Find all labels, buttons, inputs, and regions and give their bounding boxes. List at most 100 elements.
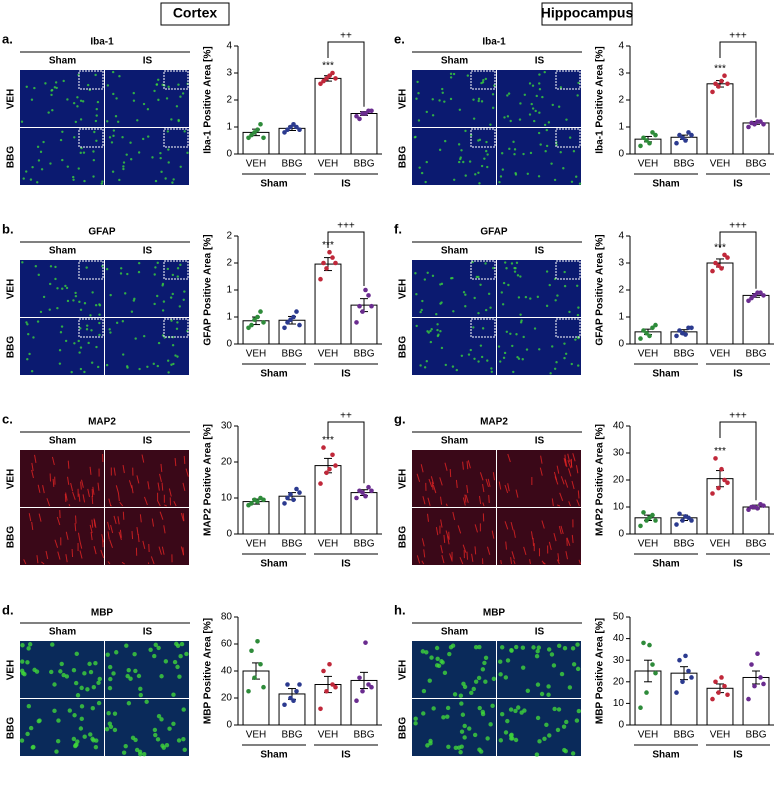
stain-speck (562, 167, 565, 170)
data-point (650, 130, 655, 135)
stain-speck (505, 267, 508, 270)
stain-speck (460, 712, 466, 717)
stain-speck (498, 738, 504, 743)
data-point (674, 522, 679, 527)
data-point (291, 314, 296, 320)
stain-speck (175, 327, 179, 330)
stain-speck (27, 332, 30, 336)
stain-speck (152, 727, 158, 733)
inset-box (163, 70, 189, 90)
stain-speck (555, 361, 558, 364)
inset-box (555, 70, 581, 90)
y-tick-label: 0 (618, 529, 624, 540)
x-tick-label: VEH (710, 159, 731, 170)
stain-speck (79, 346, 83, 349)
stain-speck (79, 367, 83, 371)
x-tick-label: VEH (246, 349, 267, 360)
data-point (650, 662, 655, 667)
stain-speck (108, 724, 114, 729)
y-tick-label: 0 (618, 149, 624, 160)
data-point (354, 698, 359, 703)
stain-fiber (467, 460, 471, 469)
data-point (291, 698, 296, 703)
stain-speck (519, 102, 522, 105)
data-point (722, 73, 727, 78)
data-point (725, 692, 730, 698)
stain-speck (39, 150, 43, 154)
data-point (725, 81, 730, 87)
stain-speck (176, 321, 179, 324)
stain-fiber (560, 525, 564, 535)
stain-speck (530, 102, 533, 106)
stain-speck (85, 328, 89, 331)
stain-fiber (57, 551, 61, 560)
stain-fiber (435, 527, 439, 536)
stain-speck (85, 324, 89, 327)
stain-speck (122, 161, 126, 164)
stain-speck (82, 734, 87, 739)
stain-fiber (559, 492, 564, 501)
stain-speck (86, 83, 90, 87)
data-point (641, 640, 646, 646)
stain-speck (91, 685, 97, 690)
stain-speck (79, 716, 84, 722)
data-point (746, 696, 751, 702)
inset-box (163, 318, 189, 338)
stain-speck (430, 328, 433, 331)
data-point (686, 130, 691, 135)
stain-speck (485, 149, 488, 153)
stain-speck (413, 136, 417, 139)
significance: *** (714, 63, 726, 74)
stain-speck (72, 178, 75, 181)
stain-fiber (174, 457, 177, 467)
data-point (638, 705, 643, 711)
significance: *** (714, 446, 726, 457)
stain-fiber (151, 518, 155, 527)
data-point (354, 320, 359, 325)
data-point (641, 135, 646, 141)
image-row-label: BBG (6, 717, 17, 739)
stain-speck (503, 351, 507, 355)
stain-speck (431, 274, 435, 278)
stain-speck (138, 686, 143, 692)
comparison-bracket (719, 421, 757, 501)
data-point (719, 466, 724, 472)
data-point (327, 249, 332, 255)
data-point (752, 293, 757, 298)
data-point (644, 690, 649, 695)
stain-speck (460, 354, 464, 358)
stain-speck (526, 172, 529, 175)
stain-speck (549, 652, 555, 657)
stain-speck (455, 368, 458, 372)
panel-label: h. (394, 602, 406, 617)
y-tick-label: 0 (226, 149, 232, 160)
stain-fiber (182, 482, 186, 491)
stain-speck (179, 641, 185, 647)
stain-speck (485, 736, 490, 741)
stain-speck (106, 710, 111, 716)
stain-speck (32, 336, 35, 339)
stain-speck (517, 296, 521, 299)
stain-speck (543, 70, 546, 74)
stain-fiber (567, 460, 572, 469)
stain-speck (159, 717, 164, 722)
stain-speck (79, 151, 82, 155)
stain-speck (564, 352, 568, 355)
data-point (324, 266, 329, 271)
stain-speck (551, 103, 554, 107)
section-title: Hippocampus (541, 5, 634, 21)
stain-speck (509, 732, 514, 738)
stain-fiber (530, 531, 534, 540)
stain-speck (480, 355, 484, 359)
stain-fiber (41, 561, 45, 565)
stain-speck (78, 351, 81, 354)
stain-speck (162, 300, 166, 303)
stain-speck (576, 708, 582, 714)
stain-speck (484, 308, 488, 312)
stain-fiber (570, 459, 573, 468)
data-point (716, 485, 721, 491)
stain-fiber (486, 546, 491, 555)
data-point (282, 501, 287, 506)
stain-speck (98, 333, 101, 337)
stain-speck (130, 158, 133, 161)
